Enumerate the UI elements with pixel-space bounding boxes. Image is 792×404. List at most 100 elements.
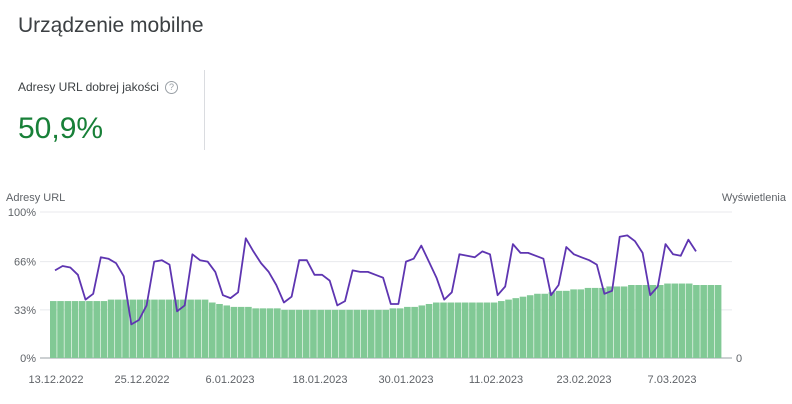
bar [469,302,476,358]
bar [591,287,599,358]
bar [302,309,310,358]
bar [526,295,534,358]
bar [57,301,64,358]
bar [483,302,491,358]
bar [548,292,556,358]
bar [129,299,137,358]
bar [693,285,700,358]
bar [71,301,79,358]
bar [707,285,715,358]
bar [367,309,375,358]
help-circle-icon[interactable]: ? [164,80,178,94]
x-tick-label: 11.02.2023 [469,374,523,386]
bar [635,285,642,358]
y-left-tick-label: 66% [14,257,36,269]
x-tick-label: 13.12.2022 [28,374,83,386]
metric-label: Adresy URL dobrej jakości ? [18,80,178,94]
bar [577,289,585,358]
bar [360,309,368,358]
bar [570,289,577,358]
bar [382,309,390,358]
bar [714,285,722,358]
bar [534,293,541,358]
bar [180,299,187,358]
bar [194,299,202,358]
bar [563,290,570,358]
bar [498,301,505,358]
bar [505,299,512,358]
bar [281,309,288,358]
bar [151,299,158,358]
bar [664,283,671,358]
bar [454,302,462,358]
x-tick-label: 6.01.2023 [206,374,255,386]
bar [274,308,281,358]
right-axis-title: Wyświetlenia [721,192,786,204]
bar [216,303,223,358]
y-right-tick-label: 0 [736,353,742,365]
bar [346,309,353,358]
bar [656,285,664,358]
bar [50,301,57,358]
y-left-tick-label: 0% [20,353,36,365]
bar [165,299,173,358]
metric-value: 50,9% [18,112,104,145]
bar [461,302,469,358]
bar [490,302,498,358]
bar [93,301,100,358]
bar [86,301,93,358]
bar [519,296,527,358]
page-title: Urządzenie mobilne [18,14,204,37]
bar [476,302,483,358]
bar [158,299,166,358]
x-tick-label: 30.01.2023 [378,374,433,386]
bar [143,299,151,358]
metric-label-text: Adresy URL dobrej jakości [18,80,159,94]
bar [230,306,238,358]
x-tick-label: 7.03.2023 [648,374,697,386]
bar [245,306,252,358]
bar [237,306,245,358]
bar [324,309,332,358]
bar [295,309,303,358]
bar [396,308,404,358]
bar [375,309,382,358]
x-tick-label: 18.01.2023 [292,374,347,386]
bar [642,285,650,358]
bar [584,287,592,358]
bar [599,287,606,358]
bar [201,299,209,358]
bar [310,309,317,358]
bar [671,283,679,358]
bar [389,308,397,358]
bar [411,306,418,358]
bar [678,283,686,358]
metric-card[interactable]: Adresy URL dobrej jakości ? 50,9% [0,70,205,150]
bar [136,299,144,358]
bar [208,302,216,358]
x-tick-label: 25.12.2022 [114,374,169,386]
bar [339,309,346,358]
bar [266,308,274,358]
bar [64,301,72,358]
bar [432,302,440,358]
bar [317,309,324,358]
bar [447,302,455,358]
bar [187,299,194,358]
bar [78,301,86,358]
bar [404,306,411,358]
bar [425,303,433,358]
bar [353,309,361,358]
bar [620,286,628,358]
bar [107,299,115,358]
bar [606,286,614,358]
bar [613,286,621,358]
x-tick-label: 23.02.2023 [556,374,611,386]
bar [223,305,231,358]
series-line [54,234,697,326]
bar [512,298,520,358]
bar [628,285,635,358]
bar [252,308,259,358]
bar [100,301,108,358]
